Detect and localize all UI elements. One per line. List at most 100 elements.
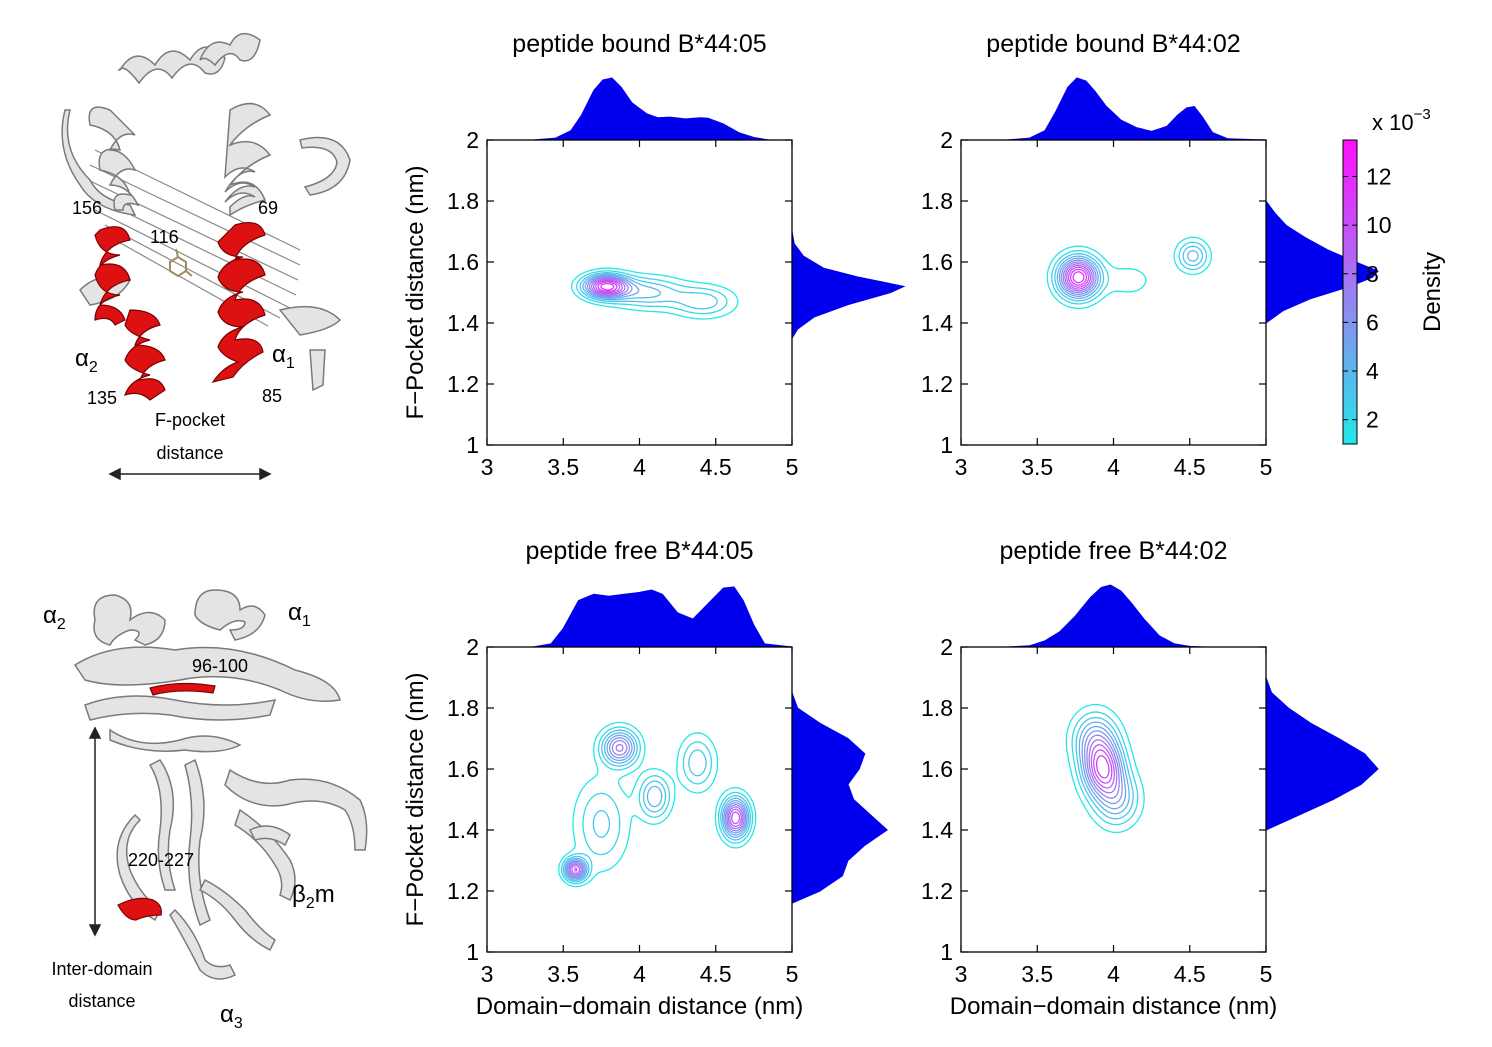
panel-title: peptide free B*44:05 (526, 537, 754, 565)
contour-level (571, 808, 743, 875)
label-alpha1-bottom: α1 (288, 599, 311, 630)
contour-level (592, 279, 624, 295)
contour-level (600, 282, 615, 291)
ligand-icon (169, 248, 193, 278)
contour-level (1060, 259, 1097, 295)
axis-ticks: 3 3.5 4 4.5 5 1 1.2 1.4 1.6 1.8 2 (921, 127, 1272, 480)
contour-level (1062, 261, 1095, 294)
y-axis-label: F−Pocket distance (nm) (402, 165, 429, 419)
contour-level (564, 732, 750, 881)
x-axis-label: Domain−domain distance (nm) (476, 993, 803, 1020)
caption-interdomain-line1: Inter-domain (51, 959, 152, 979)
label-alpha2-bottom: α2 (43, 602, 66, 633)
x-tick-label: 4.5 (1174, 961, 1206, 987)
x-tick-label: 3 (955, 961, 968, 987)
contour-lines (558, 721, 757, 888)
y-tick-label: 2 (466, 634, 479, 660)
red-strand-96-100 (149, 682, 216, 696)
contour-level (1086, 734, 1120, 799)
contour-level (1058, 257, 1099, 297)
y-axis-label: F−Pocket distance (nm) (402, 672, 429, 926)
ribbon-helix (117, 46, 226, 85)
contour-level (588, 276, 629, 297)
x-tick-label: 3 (955, 454, 968, 480)
label-85: 85 (262, 386, 282, 406)
colorbar-tick-label: 10 (1366, 212, 1392, 238)
x-tick-label: 5 (786, 961, 799, 987)
x-axis-label: Domain−domain distance (nm) (950, 993, 1277, 1020)
y-tick-label: 1.6 (921, 756, 953, 782)
x-tick-label: 4 (1107, 961, 1120, 987)
y-tick-label: 1.6 (447, 756, 479, 782)
contour-level (1069, 268, 1088, 286)
contour-level (1090, 744, 1115, 789)
contour-level (590, 278, 626, 296)
contour-level (1078, 721, 1130, 815)
y-tick-label: 1 (940, 432, 953, 458)
label-220-227: 220-227 (128, 850, 194, 870)
contour-lines (1046, 236, 1213, 310)
label-beta2m: β2m (292, 881, 335, 912)
contour-level (566, 737, 747, 879)
x-marginal-density (961, 77, 1267, 141)
x-tick-label: 3 (481, 454, 494, 480)
label-156: 156 (72, 198, 102, 218)
label-alpha2: α2 (75, 345, 98, 376)
y-tick-label: 1.8 (921, 188, 953, 214)
x-tick-label: 4 (633, 454, 646, 480)
contour-level (1081, 725, 1127, 810)
x-tick-label: 3.5 (547, 961, 579, 987)
x-marginal-density (487, 586, 793, 648)
contour-level (597, 281, 618, 292)
y-tick-label: 1.6 (921, 249, 953, 275)
label-69: 69 (258, 198, 278, 218)
colorbar-tick-label: 8 (1366, 261, 1379, 287)
contour-level (1075, 716, 1134, 820)
contour-level (1093, 749, 1113, 784)
y-tick-label: 1.4 (921, 310, 953, 336)
label-116: 116 (150, 227, 179, 247)
contour-level (1051, 241, 1208, 305)
contour-level (560, 726, 754, 885)
double-arrow-icon (108, 467, 272, 481)
axis-ticks: 3 3.5 4 4.5 5 1 1.2 1.4 1.6 1.8 2 (921, 634, 1272, 987)
label-alpha3: α3 (220, 1001, 243, 1032)
contour-level (586, 275, 633, 298)
y-tick-label: 1.4 (921, 817, 953, 843)
axis-ticks: 3 3.5 4 4.5 5 1 1.2 1.4 1.6 1.8 2 (447, 634, 798, 987)
x-tick-label: 5 (1260, 961, 1273, 987)
contour-level (595, 280, 621, 294)
y-tick-label: 1.2 (921, 371, 953, 397)
y-marginal-density (1265, 199, 1379, 324)
y-tick-label: 1 (940, 939, 953, 965)
y-tick-label: 2 (466, 127, 479, 153)
contour-level (569, 743, 744, 876)
y-tick-label: 1 (466, 939, 479, 965)
x-tick-label: 4.5 (700, 961, 732, 987)
colorbar-tick-label: 2 (1366, 407, 1379, 433)
x-tick-label: 3.5 (1021, 454, 1053, 480)
y-tick-label: 1.2 (921, 878, 953, 904)
contour-lines (1065, 703, 1145, 834)
red-helix-alpha2 (94, 226, 131, 326)
plot-area (486, 139, 793, 446)
contour-level (562, 729, 752, 883)
x-tick-label: 5 (1260, 454, 1273, 480)
contour-level (1054, 245, 1204, 302)
contour-level (1056, 250, 1199, 300)
panel-peptide-bound-b4402: peptide bound B*44:02 3 3.5 4 4.5 5 1 1.2 1.4 1.6… (921, 30, 1379, 480)
y-tick-label: 1.2 (447, 371, 479, 397)
x-marginal-density (961, 584, 1266, 648)
label-alpha1: α1 (272, 341, 295, 372)
colorbar-tick-label: 12 (1366, 163, 1392, 189)
red-helix-alpha1 (211, 222, 266, 383)
caption-interdomain-line2: distance (68, 991, 135, 1011)
y-tick-label: 2 (940, 634, 953, 660)
structure-top: 156 69 116 α2 α1 135 85 F-pocket distanc… (61, 32, 351, 481)
contour-level (1071, 711, 1139, 826)
panel-title: peptide bound B*44:02 (986, 30, 1240, 58)
panel-title: peptide bound B*44:05 (512, 30, 766, 58)
y-tick-label: 1.8 (447, 188, 479, 214)
caption-fpocket-line2: distance (156, 443, 223, 463)
